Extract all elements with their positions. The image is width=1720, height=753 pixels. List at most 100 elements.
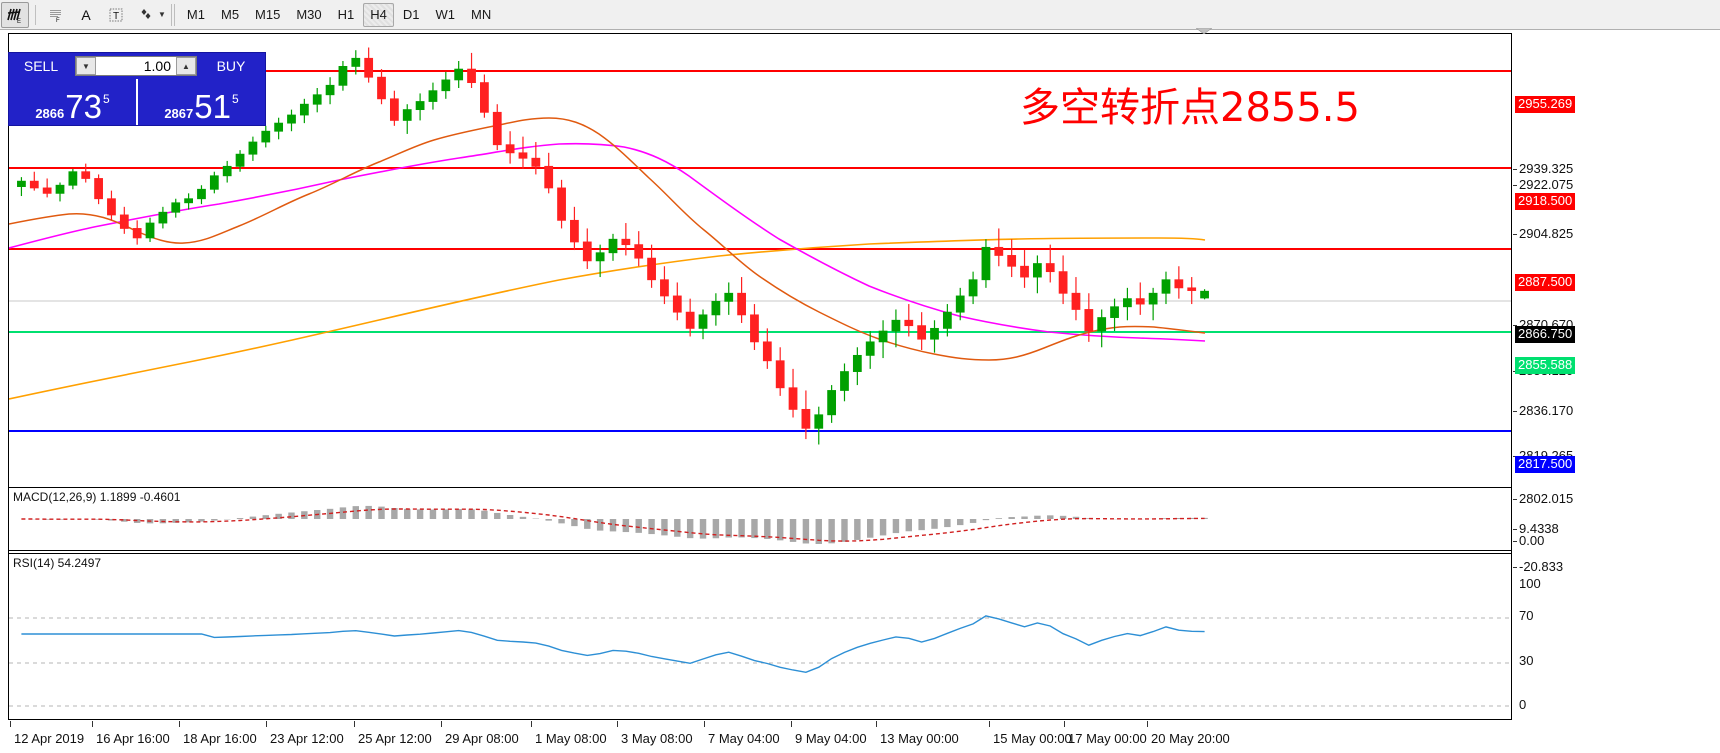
price-axis-label-2802-015: 2802.015 xyxy=(1519,491,1574,506)
candle-body xyxy=(827,390,837,416)
candle-body xyxy=(1084,309,1094,332)
time-axis-label: 1 May 08:00 xyxy=(535,731,607,746)
rsi-pane[interactable]: RSI(14) 54.2497 xyxy=(9,553,1511,719)
timeframe-h4[interactable]: H4 xyxy=(363,2,394,27)
candle-body xyxy=(930,327,939,340)
candle-body xyxy=(261,130,271,143)
chart-scroll-handle[interactable] xyxy=(1196,28,1212,34)
text-label-icon[interactable]: T xyxy=(102,2,130,28)
volume-decrement-button[interactable]: ▼ xyxy=(76,57,96,75)
trade-prices-row: 2866 73 5 2867 51 5 xyxy=(9,79,265,125)
chart-frame[interactable]: MACD(12,26,9) 1.1899 -0.4601 RSI(14) 54.… xyxy=(8,33,1512,720)
time-axis-tick xyxy=(876,721,877,727)
timeframe-m30[interactable]: M30 xyxy=(296,7,322,22)
timeframe-d1[interactable]: D1 xyxy=(402,7,420,22)
objects-icon[interactable] xyxy=(132,2,160,28)
candle-body xyxy=(672,295,682,313)
candle-body xyxy=(1110,306,1119,318)
volume-stepper[interactable]: ▼ 1.00 ▲ xyxy=(75,56,197,76)
candle-body xyxy=(775,360,785,389)
sell-price[interactable]: 2866 73 5 xyxy=(9,79,136,125)
macd-pane[interactable]: MACD(12,26,9) 1.1899 -0.4601 xyxy=(9,487,1511,551)
templates-glyph: F xyxy=(50,9,61,24)
timeframe-h1[interactable]: H1 xyxy=(337,7,355,22)
candle-body xyxy=(750,314,759,343)
candle-body xyxy=(351,57,361,67)
candle-body xyxy=(660,279,669,297)
candle-body xyxy=(441,79,451,92)
candle-body xyxy=(904,319,914,327)
price-axis-tick xyxy=(1513,325,1517,326)
candle-body xyxy=(274,122,284,132)
price-badge-2887-500[interactable]: 2887.500 xyxy=(1515,274,1576,291)
candle-body xyxy=(235,153,245,167)
candle-body xyxy=(68,171,78,186)
new-chart-icon[interactable]: E xyxy=(1,1,29,28)
time-axis-label: 25 Apr 12:00 xyxy=(358,731,432,746)
candle-body xyxy=(621,238,631,246)
price-badge-2918-500[interactable]: 2918.500 xyxy=(1515,193,1576,210)
candle-body xyxy=(428,90,438,102)
candle-body xyxy=(402,109,412,121)
candle-body xyxy=(492,111,502,146)
rsi-chart-svg xyxy=(9,615,1511,707)
volume-increment-button[interactable]: ▲ xyxy=(176,57,196,75)
candle-body xyxy=(1007,255,1017,267)
timeframe-mn[interactable]: MN xyxy=(471,7,492,22)
candle-body xyxy=(42,187,52,194)
time-axis-label: 16 Apr 16:00 xyxy=(96,731,170,746)
buy-button[interactable]: BUY xyxy=(216,58,246,74)
buy-price[interactable]: 2867 51 5 xyxy=(136,79,265,125)
candle-body xyxy=(222,165,232,177)
candle-body xyxy=(981,246,991,281)
candle-body xyxy=(1148,292,1158,305)
toolbar-grip[interactable] xyxy=(170,3,176,26)
time-axis-tick xyxy=(1064,721,1065,727)
rsi-title: RSI(14) 54.2497 xyxy=(13,556,102,570)
price-axis-tick xyxy=(1513,185,1517,186)
time-axis-label: 3 May 08:00 xyxy=(621,731,693,746)
price-badge-2955-269[interactable]: 2955.269 xyxy=(1515,96,1576,113)
time-axis-tick xyxy=(617,721,618,727)
templates-icon[interactable]: F xyxy=(42,2,70,28)
candle-body xyxy=(788,387,798,410)
candle-body xyxy=(1097,317,1107,332)
timeframe-m15[interactable]: M15 xyxy=(255,7,281,22)
price-badge-2866-750[interactable]: 2866.750 xyxy=(1515,326,1576,343)
timeframe-w1[interactable]: W1 xyxy=(435,7,456,22)
timeframe-m5[interactable]: M5 xyxy=(220,7,240,22)
time-axis-label: 12 Apr 2019 xyxy=(14,731,85,746)
macd-axis-label-000: 0.00 xyxy=(1519,533,1545,548)
chevron-down-icon[interactable]: ▼ xyxy=(158,10,166,19)
price-axis-label-2922-075: 2922.075 xyxy=(1519,177,1574,192)
time-axis-tick xyxy=(989,721,990,727)
time-axis-label: 29 Apr 08:00 xyxy=(445,731,519,746)
buy-price-pip: 5 xyxy=(231,92,239,106)
scroll-handle-icon xyxy=(1196,28,1212,34)
candle-body xyxy=(608,238,618,254)
sell-button[interactable]: SELL xyxy=(23,58,59,74)
time-axis-tick xyxy=(441,721,442,727)
price-badge-2855-588[interactable]: 2855.588 xyxy=(1515,357,1576,374)
volume-input[interactable]: 1.00 xyxy=(143,58,171,74)
sell-price-pip: 5 xyxy=(102,92,110,106)
rsi-axis-label-70: 70 xyxy=(1519,608,1534,623)
time-axis-label: 17 May 00:00 xyxy=(1068,731,1147,746)
candle-body xyxy=(119,214,129,229)
rsi-line xyxy=(21,615,1205,674)
candle-body xyxy=(698,314,708,329)
macd-signal-line xyxy=(21,508,1205,542)
candle-body xyxy=(878,330,888,343)
price-axis[interactable]: 2955.269 2939.325 2922.075 2918.500 2904.825… xyxy=(1513,33,1720,720)
time-axis-label: 20 May 20:00 xyxy=(1151,731,1230,746)
price-badge-2817-500[interactable]: 2817.500 xyxy=(1515,456,1576,473)
buy-price-prefix: 2867 xyxy=(164,106,194,121)
candle-body xyxy=(467,68,476,84)
macd-chart-svg xyxy=(21,505,1208,544)
time-axis[interactable]: 12 Apr 2019 16 Apr 16:00 18 Apr 16:00 23 Ap… xyxy=(8,721,1512,753)
candle-body xyxy=(840,371,849,391)
one-click-trading-panel[interactable]: SELL ▼ 1.00 ▲ BUY 2866 73 5 2867 51 5 xyxy=(8,52,266,126)
candle-body xyxy=(454,68,464,81)
timeframe-m1[interactable]: M1 xyxy=(186,7,205,22)
text-tool-icon[interactable]: A xyxy=(72,2,100,28)
